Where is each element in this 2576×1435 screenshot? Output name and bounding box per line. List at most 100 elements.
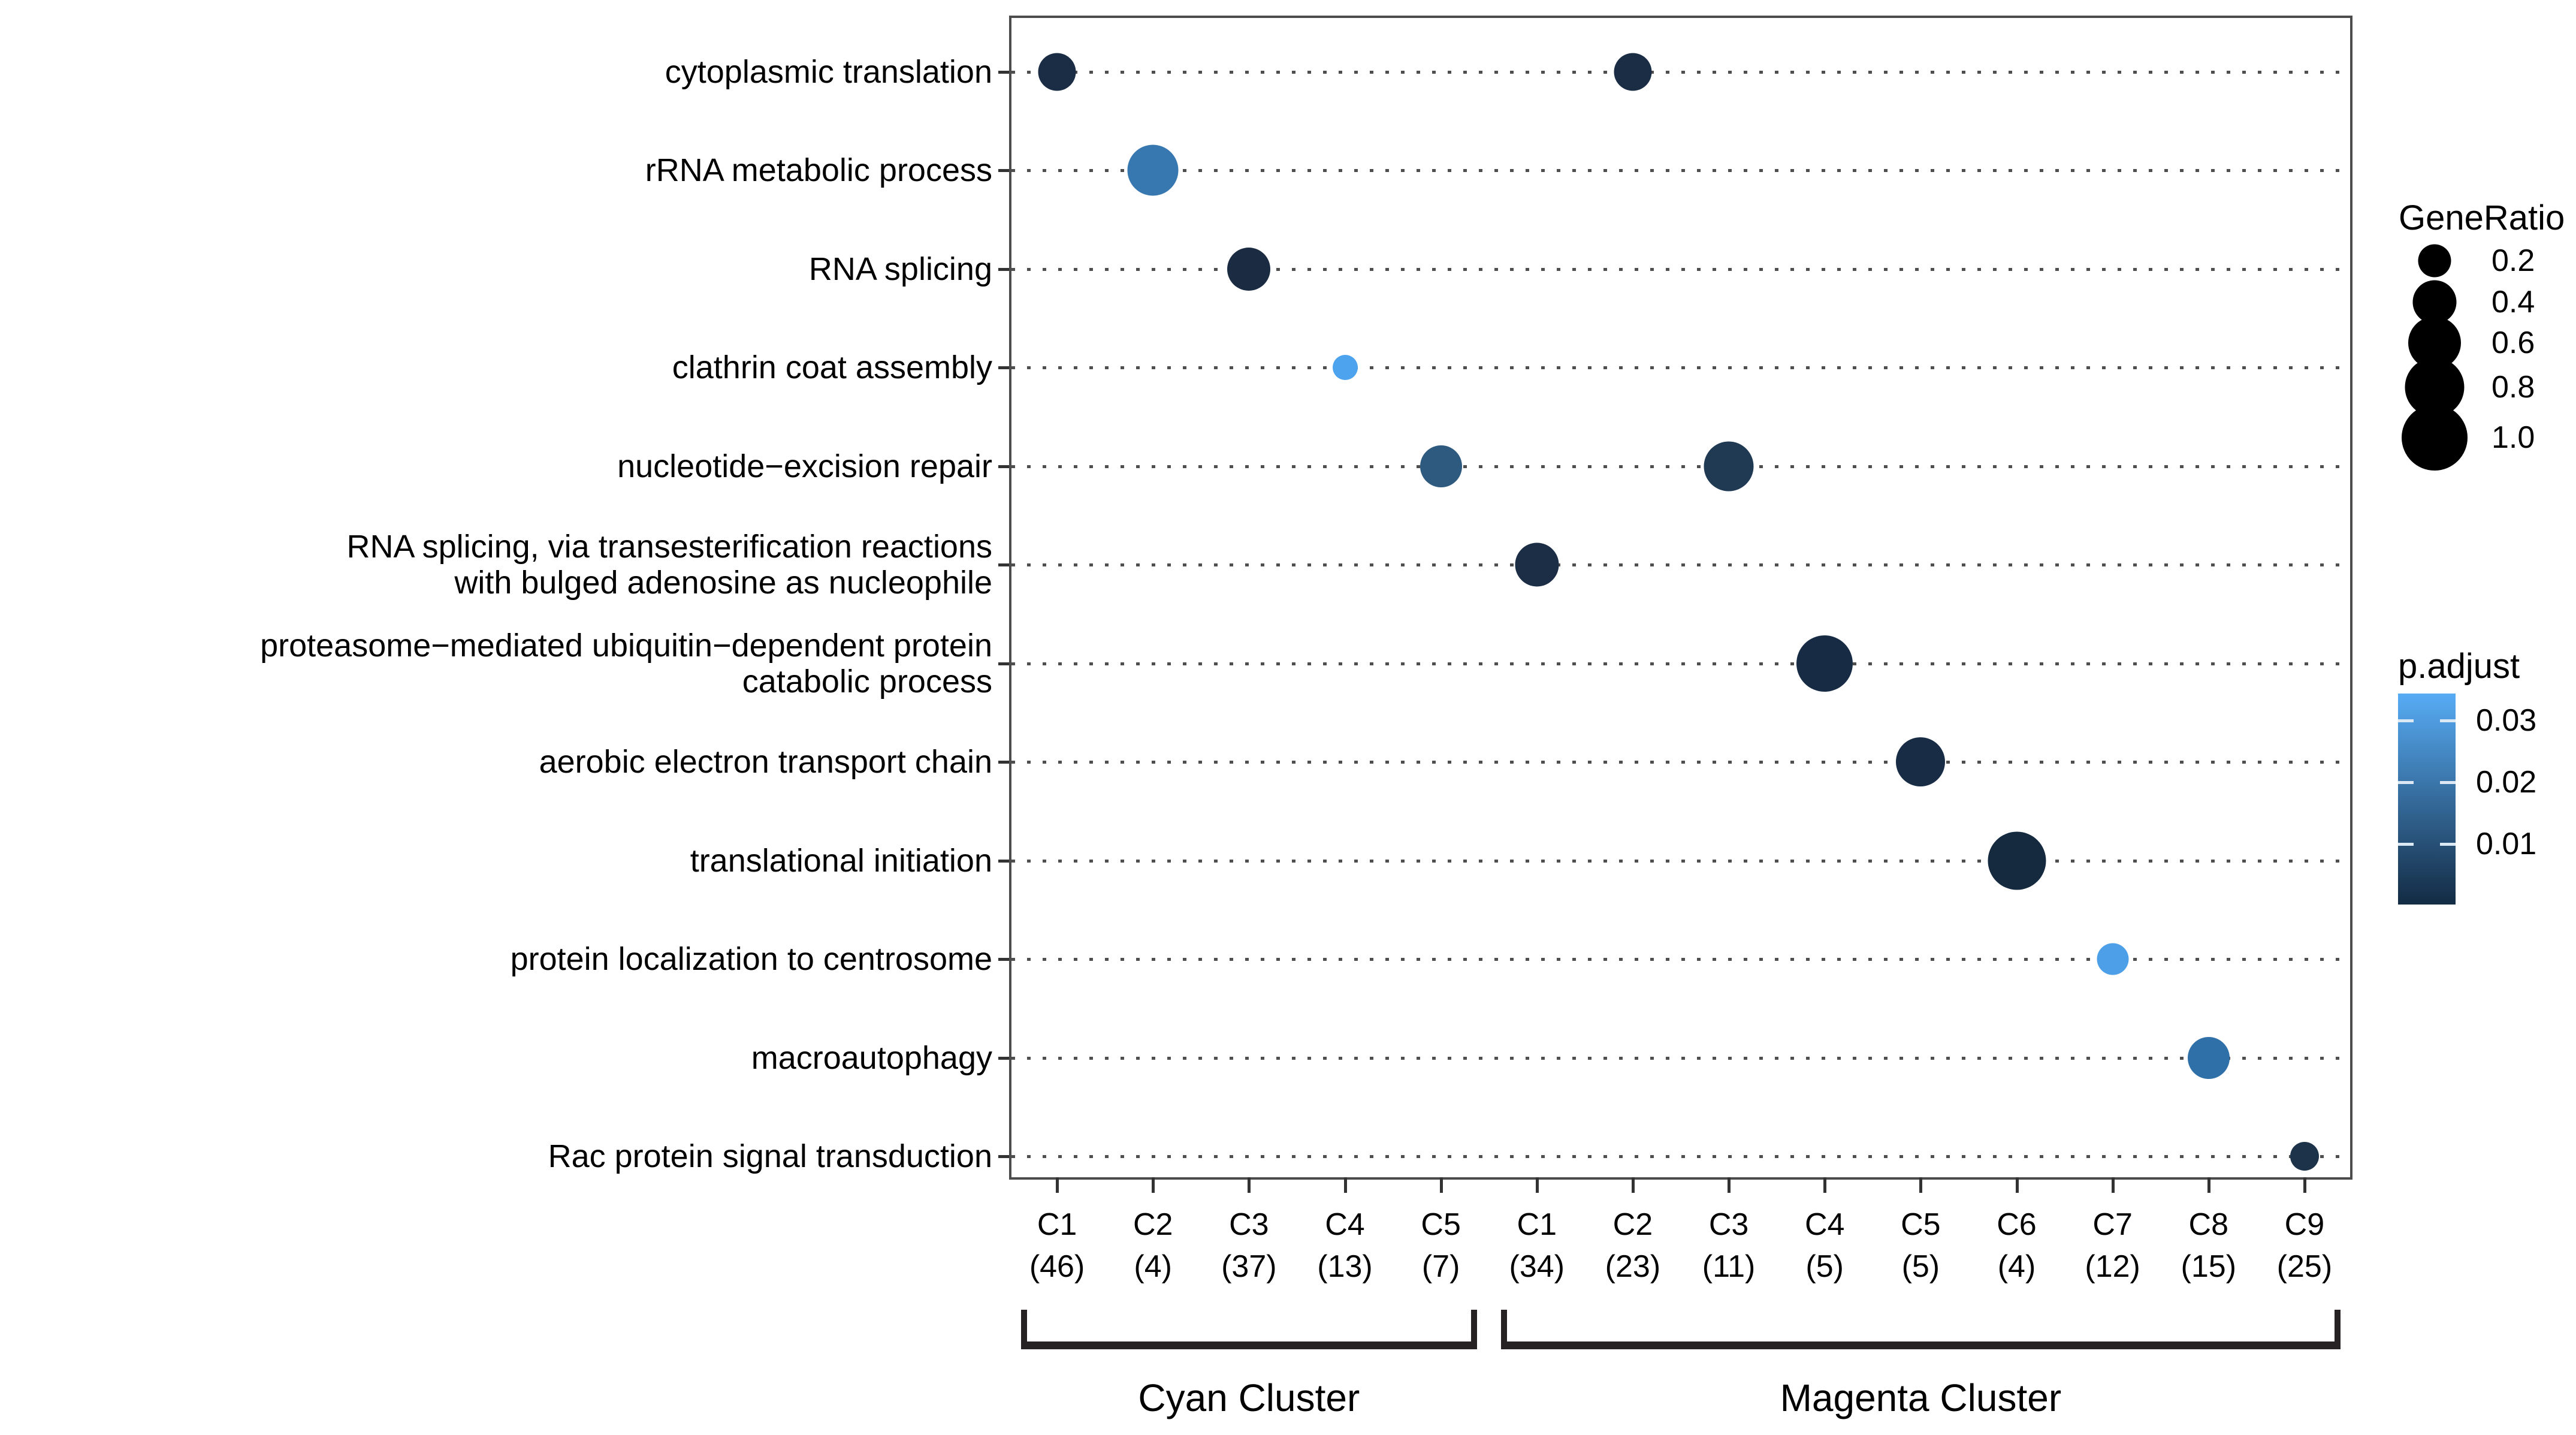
gridline [1011,169,2350,173]
legend-size-label: 0.2 [2492,243,2535,278]
gridline [1011,366,2350,370]
x-axis-tick-label: C5 (5) [1901,1207,1941,1284]
colorbar-tick-label: 0.03 [2476,703,2537,738]
data-point [1227,247,1271,291]
legend-size-label: 0.8 [2492,370,2535,405]
y-axis-tick [998,1056,1009,1060]
data-point [2187,1036,2230,1079]
x-axis-tick [2207,1177,2210,1193]
x-axis-tick-label: C7 (12) [2085,1207,2140,1284]
y-axis-label: protein localization to centrosome [510,941,992,978]
y-axis-label: RNA splicing [808,251,992,287]
y-axis-label: proteasome−mediated ubiquitin−dependent … [260,627,992,700]
x-axis-tick-label: C2 (23) [1605,1207,1661,1284]
y-axis-label: nucleotide−excision repair [617,448,992,484]
y-axis-tick [998,71,1009,74]
legend-size-label: 0.6 [2492,325,2535,360]
gridline [1011,267,2350,271]
colorbar-tick-label: 0.02 [2476,765,2537,800]
gridline [1011,761,2350,764]
cluster-bracket [1500,1310,2341,1349]
data-point [1420,445,1462,487]
colorbar-tick-mark [2398,781,2414,784]
x-axis-tick [1535,1177,1539,1193]
data-point [1704,441,1754,492]
data-point [2290,1141,2319,1171]
x-axis-tick [1631,1177,1635,1193]
x-axis-tick [1439,1177,1443,1193]
colorbar-tick-mark [2398,719,2414,722]
x-axis-tick [2303,1177,2306,1193]
colorbar-tick-mark [2440,843,2456,846]
y-axis-tick [998,1154,1009,1158]
y-axis-tick [998,563,1009,567]
y-axis-tick [998,366,1009,370]
gridline [1011,859,2350,863]
x-axis-tick-label: C5 (7) [1421,1207,1461,1284]
legend-size-dot [2418,244,2451,278]
gridline [1011,958,2350,961]
y-axis-tick [998,465,1009,468]
p-adjust-colorbar [2398,694,2456,905]
gridline [1011,465,2350,468]
x-axis-tick [1823,1177,1827,1193]
colorbar-tick-label: 0.01 [2476,827,2537,861]
cluster-label: Magenta Cluster [1780,1376,2062,1419]
x-axis-tick-label: C3 (11) [1702,1207,1756,1284]
legend-size-dot [2402,405,2468,471]
x-axis-tick [2015,1177,2019,1193]
data-point [1988,831,2046,890]
x-axis-tick-label: C9 (25) [2276,1207,2333,1284]
y-axis-label: translational initiation [690,842,992,879]
colorbar-tick-mark [2398,843,2414,846]
x-axis-tick [1919,1177,1923,1193]
data-point [1515,542,1559,587]
y-axis-tick [998,662,1009,665]
data-point [2097,943,2129,975]
colorbar-tick-mark [2440,719,2456,722]
x-axis-tick-label: C2 (4) [1133,1207,1173,1284]
plot-panel [1009,16,2352,1180]
data-point [1896,737,1946,787]
y-axis-label: clathrin coat assembly [672,349,992,386]
x-axis-tick [1343,1177,1347,1193]
y-axis-label: cytoplasmic translation [665,54,992,90]
colorbar-tick-mark [2440,781,2456,784]
y-axis-tick [998,958,1009,961]
gridline [1011,1154,2350,1158]
data-point [1038,53,1076,91]
cluster-label: Cyan Cluster [1138,1376,1360,1419]
gridline [1011,71,2350,74]
x-axis-tick [1056,1177,1059,1193]
legend-gene-ratio-title: GeneRatio [2399,198,2565,237]
gridline [1011,563,2350,567]
data-point [1614,53,1652,91]
x-axis-tick [1728,1177,1731,1193]
data-point [1332,355,1358,381]
legend-size-label: 1.0 [2492,420,2535,455]
data-point [1796,635,1853,692]
legend-size-label: 0.4 [2492,285,2535,319]
y-axis-label: aerobic electron transport chain [539,744,992,780]
x-axis-tick-label: C1 (34) [1509,1207,1565,1284]
x-axis-tick [1248,1177,1251,1193]
gridline [1011,662,2350,665]
x-axis-tick-label: C4 (13) [1317,1207,1373,1284]
legend-p-adjust-title: p.adjust [2398,647,2520,686]
y-axis-label: macroautophagy [751,1039,992,1076]
y-axis-label: rRNA metabolic process [645,152,992,189]
x-axis-tick-label: C3 (37) [1221,1207,1277,1284]
y-axis-tick [998,169,1009,173]
y-axis-tick [998,267,1009,271]
gridline [1011,1056,2350,1060]
y-axis-label: RNA splicing, via transesterification re… [346,529,992,601]
data-point [1127,144,1179,196]
y-axis-tick [998,859,1009,863]
x-axis-tick [2111,1177,2115,1193]
x-axis-tick-label: C6 (4) [1997,1207,2037,1284]
x-axis-tick-label: C1 (46) [1029,1207,1085,1284]
y-axis-label: Rac protein signal transduction [548,1138,992,1174]
x-axis-tick [1152,1177,1155,1193]
x-axis-tick-label: C4 (5) [1804,1207,1845,1284]
